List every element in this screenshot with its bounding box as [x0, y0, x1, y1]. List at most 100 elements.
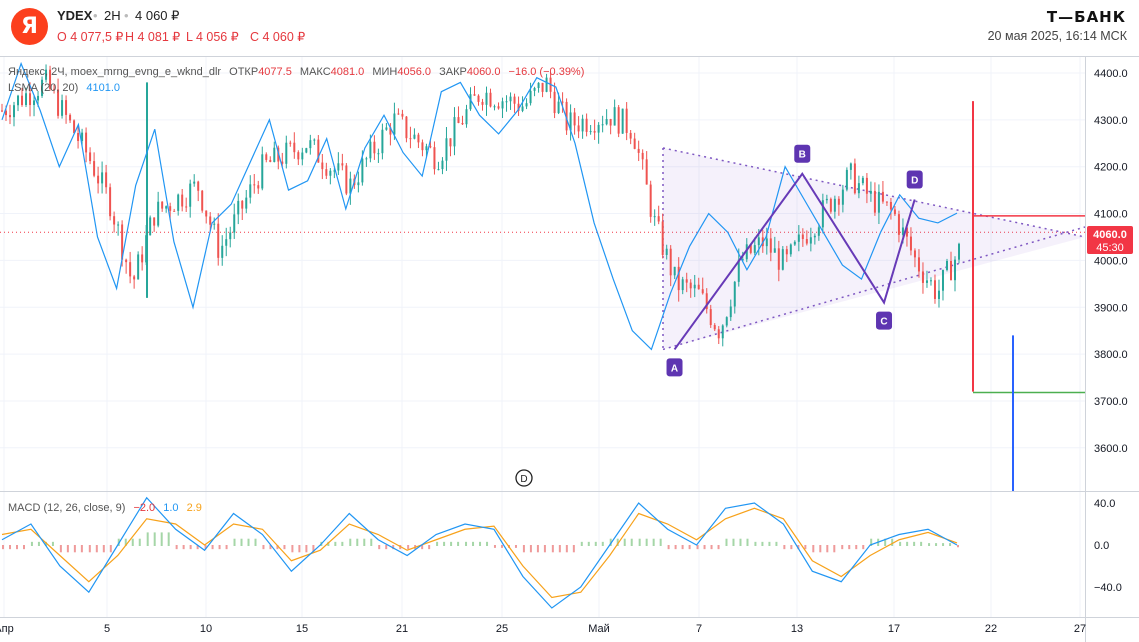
- candle-body: [517, 103, 520, 111]
- macd-histogram-bar: [175, 545, 178, 550]
- macd-histogram-bar: [899, 541, 902, 546]
- macd-histogram-bar: [536, 545, 539, 553]
- macd-histogram-bar: [500, 545, 503, 548]
- candle-body: [489, 92, 492, 107]
- time-label: 22: [985, 623, 997, 635]
- candle-body: [385, 127, 388, 130]
- candle-body: [181, 194, 184, 207]
- macd-histogram-bar: [652, 538, 655, 546]
- candle-body: [393, 113, 396, 135]
- macd-histogram-bar: [891, 538, 894, 546]
- candle-body: [793, 241, 796, 245]
- macd-histogram-bar: [9, 545, 11, 550]
- lsma-legend[interactable]: LSMA (20, 20) 4101.0: [8, 82, 120, 94]
- header-price: 4 060 ₽: [135, 8, 180, 23]
- macd-histogram-bar: [124, 538, 127, 546]
- candle-body: [757, 237, 760, 246]
- candle-body: [409, 138, 412, 140]
- candle-body: [625, 108, 628, 133]
- price-scale[interactable]: 4400.0 4300.0 4200.0 4100.0 4000.0 3900.0 3800…: [1094, 68, 1128, 455]
- candle-body: [345, 165, 348, 194]
- macd-histogram-bar: [218, 545, 221, 550]
- candle-body: [445, 138, 448, 161]
- ticker-symbol[interactable]: YDEX: [57, 8, 93, 23]
- macd-histogram-bar: [109, 545, 112, 553]
- price-tick: 3900.0: [1094, 302, 1128, 314]
- candle-body: [837, 198, 840, 205]
- macd-histogram-bar: [240, 538, 243, 546]
- candle-body: [913, 250, 916, 258]
- macd-histogram-bar: [370, 538, 373, 546]
- time-label: 27: [1074, 623, 1086, 635]
- candle-body: [173, 210, 176, 212]
- candle-body: [413, 134, 416, 139]
- candle-body: [137, 254, 140, 280]
- dividend-marker-icon[interactable]: [515, 469, 533, 487]
- candle-body: [25, 93, 28, 105]
- candle-body: [637, 148, 640, 153]
- candle-body: [649, 184, 652, 217]
- macd-legend[interactable]: MACD (12, 26, close, 9) −2.0 1.0 2.9: [8, 502, 202, 514]
- macd-histogram-bar: [833, 545, 836, 553]
- candle-body: [433, 147, 436, 170]
- macd-histogram-bar: [407, 545, 410, 550]
- chart-area[interactable]: A B C D D 4400.0 4300.0 4200.0 4100.0 4000.0 390…: [0, 56, 1139, 642]
- candle-body: [485, 92, 488, 105]
- candle-body: [221, 245, 224, 258]
- interval-label[interactable]: 2H: [104, 8, 121, 23]
- candle-body: [505, 101, 508, 103]
- candle-body: [525, 103, 528, 107]
- candle-body: [893, 209, 896, 215]
- macd-histogram-bar: [928, 543, 931, 546]
- candle-body: [865, 177, 868, 194]
- macd-signal-line: [1, 507, 958, 599]
- candle-body: [373, 141, 376, 154]
- candle-body: [257, 185, 260, 189]
- candle-body: [421, 142, 424, 151]
- macd-histogram-bar: [710, 545, 713, 550]
- candle-body: [937, 290, 940, 299]
- candle-body: [201, 190, 204, 211]
- candle-body: [69, 114, 72, 121]
- time-axis[interactable]: Апр 5 10 15 21 25 Май 7 13 17 22 27: [0, 623, 1086, 635]
- macd-histogram-bar: [862, 545, 865, 550]
- macd-histogram-bar: [443, 541, 446, 546]
- candle-body: [161, 201, 164, 209]
- grid-lines: [0, 57, 1085, 617]
- macd-histogram-bar: [51, 541, 54, 546]
- macd-histogram-bar: [189, 545, 192, 550]
- macd-histogram-bar: [2, 545, 4, 550]
- candle-body: [929, 280, 932, 282]
- candle-body: [73, 120, 76, 134]
- candle-body: [941, 269, 944, 291]
- legend-high-value: 4081.0: [331, 66, 365, 78]
- candle-body: [737, 259, 740, 282]
- candle-body: [561, 101, 564, 103]
- candle-body: [93, 161, 96, 176]
- macd-histogram-bar: [436, 541, 439, 546]
- macd-histogram-bar: [182, 545, 185, 550]
- candle-body: [329, 170, 332, 176]
- macd-histogram-bar: [472, 541, 475, 546]
- candle-body: [77, 133, 80, 141]
- macd-histogram-bar: [95, 545, 98, 553]
- macd-histogram-bar: [645, 538, 648, 546]
- legend-close-value: 4060.0: [467, 66, 501, 78]
- separator-dot: •: [93, 8, 98, 23]
- candle-body: [945, 260, 948, 270]
- candle-body: [725, 317, 728, 326]
- candle-body: [417, 134, 420, 143]
- macd-histogram-bar: [565, 545, 568, 553]
- macd-histogram-bar: [211, 545, 214, 550]
- macd-histogram-bar: [247, 538, 250, 546]
- candle-body: [849, 163, 852, 170]
- candle-body: [785, 249, 788, 255]
- lsma-legend-value: 4101.0: [86, 82, 120, 94]
- candle-body: [841, 189, 844, 205]
- macd-histogram-bar: [225, 545, 228, 550]
- legend-open-label: ОТКР: [229, 66, 258, 78]
- candle-body: [669, 248, 672, 276]
- candle-body: [317, 139, 320, 163]
- candle-body: [613, 107, 616, 126]
- macd-scale[interactable]: 40.0 0.0 −40.0: [1094, 498, 1122, 594]
